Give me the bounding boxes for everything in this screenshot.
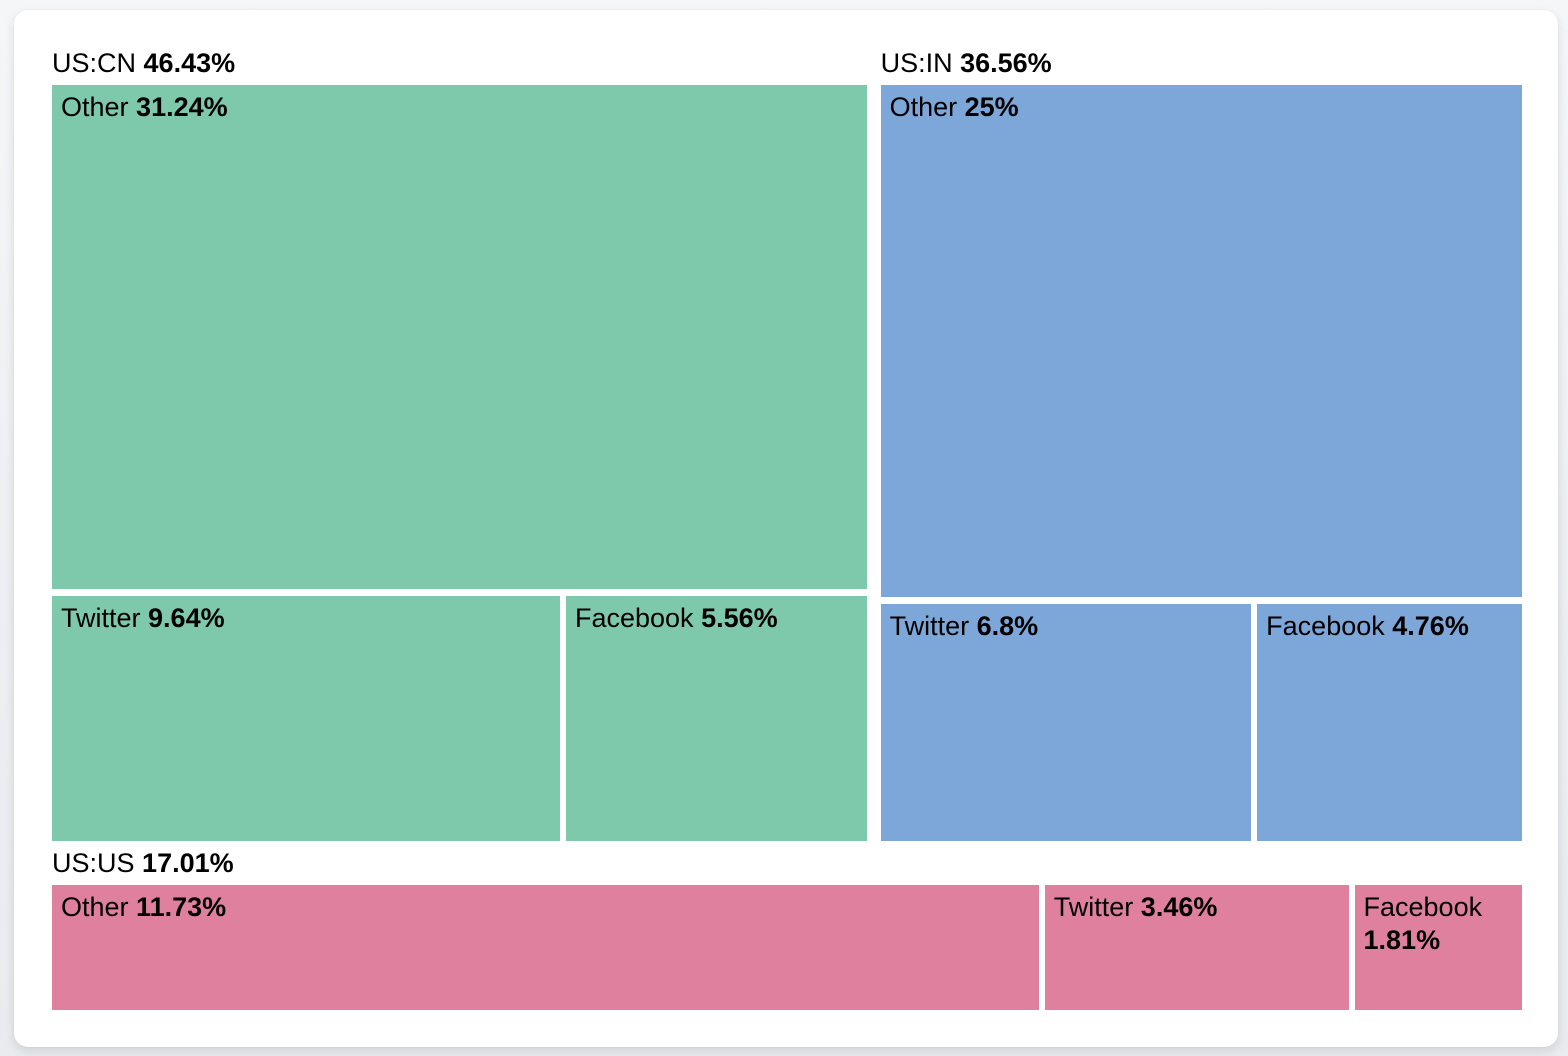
treemap-group-us-cn: US:CN 46.43% Other 31.24% Twitter 9.64%	[52, 48, 867, 841]
subrow: Other 31.24%	[52, 85, 867, 589]
subrow: Other 11.73% Twitter 3.46% Facebook 1.81…	[52, 884, 1522, 1010]
group-label: US:IN	[880, 48, 953, 78]
treemap-cell-us-cn-facebook[interactable]: Facebook 5.56%	[565, 595, 867, 841]
treemap-group-us-in: US:IN 36.56% Other 25% Twitter 6.8%	[880, 48, 1522, 841]
treemap-cell-us-us-other[interactable]: Other 11.73%	[52, 884, 1039, 1010]
group-header-us-cn: US:CN 46.43%	[52, 48, 867, 79]
group-cells-us-in: Other 25% Twitter 6.8% Facebook 4.76%	[880, 85, 1522, 841]
cell-label: Facebook	[574, 602, 694, 633]
group-label: US:US	[52, 847, 135, 878]
treemap-chart: US:CN 46.43% Other 31.24% Twitter 9.64%	[52, 48, 1522, 1010]
treemap-cell-us-us-twitter[interactable]: Twitter 3.46%	[1044, 884, 1349, 1010]
cell-value: 6.8%	[976, 610, 1039, 641]
cell-label: Twitter	[889, 610, 970, 641]
cell-value: 25%	[964, 92, 1019, 122]
treemap-cell-us-in-facebook[interactable]: Facebook 4.76%	[1257, 603, 1522, 841]
subrow: Twitter 6.8% Facebook 4.76%	[880, 603, 1522, 841]
group-value: 36.56%	[960, 48, 1052, 78]
cell-value: 9.64%	[148, 602, 225, 633]
cell-label: Other	[889, 92, 958, 122]
cell-value: 1.81%	[1363, 924, 1441, 955]
subrow: Other 25%	[880, 85, 1522, 597]
group-value: 17.01%	[142, 847, 234, 878]
group-label: US:CN	[52, 48, 137, 78]
cell-value: 3.46%	[1140, 891, 1218, 922]
cell-value: 4.76%	[1392, 610, 1469, 641]
group-cells-us-cn: Other 31.24% Twitter 9.64% Facebook 5.56…	[52, 85, 867, 841]
treemap-group-us-us: US:US 17.01% Other 11.73% Twitter 3.46% …	[52, 848, 1522, 1010]
cell-label: Twitter	[1053, 891, 1134, 922]
cell-value: 5.56%	[701, 602, 778, 633]
treemap-cell-us-us-facebook[interactable]: Facebook 1.81%	[1354, 884, 1522, 1010]
treemap-cell-us-in-other[interactable]: Other 25%	[880, 85, 1522, 597]
group-header-us-us: US:US 17.01%	[52, 848, 1522, 879]
cell-label: Facebook	[1363, 891, 1483, 922]
treemap-cell-us-in-twitter[interactable]: Twitter 6.8%	[880, 603, 1252, 841]
treemap-cell-us-cn-twitter[interactable]: Twitter 9.64%	[52, 595, 560, 841]
treemap-card: US:CN 46.43% Other 31.24% Twitter 9.64%	[14, 10, 1558, 1047]
cell-label: Twitter	[61, 602, 141, 633]
cell-value: 31.24%	[136, 92, 228, 122]
cell-label: Facebook	[1266, 610, 1385, 641]
cell-label: Other	[61, 92, 129, 122]
group-value: 46.43%	[143, 48, 236, 78]
group-header-us-in: US:IN 36.56%	[881, 48, 1522, 79]
cell-label: Other	[61, 891, 129, 922]
subrow: Twitter 9.64% Facebook 5.56%	[52, 595, 867, 841]
treemap-top-row: US:CN 46.43% Other 31.24% Twitter 9.64%	[52, 48, 1522, 841]
cell-value: 11.73%	[136, 891, 227, 922]
group-cells-us-us: Other 11.73% Twitter 3.46% Facebook 1.81…	[52, 884, 1522, 1010]
treemap-cell-us-cn-other[interactable]: Other 31.24%	[52, 85, 867, 589]
